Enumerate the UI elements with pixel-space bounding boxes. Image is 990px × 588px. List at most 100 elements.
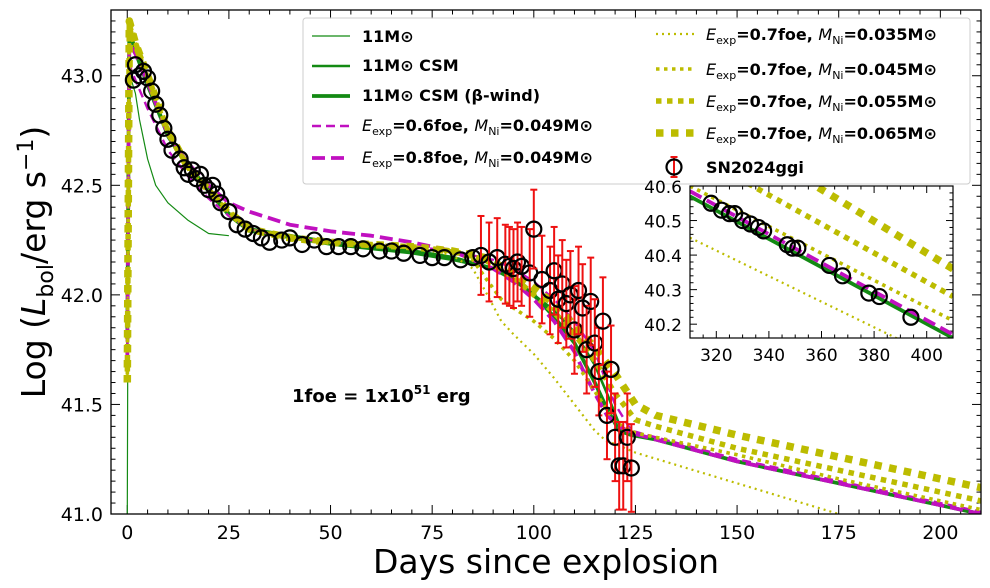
legend-label-11msun: 11M⊙ xyxy=(362,27,414,46)
error-bar xyxy=(526,228,534,318)
inset-series-olive-dot-4 xyxy=(808,186,953,273)
data-point xyxy=(423,249,441,267)
data-point xyxy=(342,238,360,256)
inset-data-point xyxy=(755,222,773,240)
data-point xyxy=(382,242,401,260)
inset-data-point xyxy=(720,205,739,223)
legend-label-11msun-csm-beta: 11M⊙ CSM (β-wind) xyxy=(362,86,540,105)
data-point xyxy=(130,67,149,85)
data-point xyxy=(208,185,226,203)
data-point xyxy=(204,176,222,194)
legend-label-sn2024ggi: SN2024ggi xyxy=(706,158,804,177)
data-point xyxy=(195,176,214,194)
error-bar xyxy=(538,234,546,325)
main-tick-labels: 0 25 50 75 100 125 150 175 200 41.0 41.5 42.0 42.5 43… xyxy=(61,66,959,544)
inset-x-tick-label: 380 xyxy=(858,346,890,366)
inset-y-tick-label: 40.5 xyxy=(644,213,682,233)
y-tick-label: 42.5 xyxy=(61,175,103,197)
series-eexp-0-7foe-mni-0-065m xyxy=(123,17,981,492)
series-eexp-0-7foe-mni-0-055m xyxy=(124,18,981,504)
data-point xyxy=(330,238,348,256)
data-point xyxy=(594,312,612,330)
x-tick-label: 200 xyxy=(922,522,958,544)
error-bar xyxy=(554,254,562,345)
data-point xyxy=(582,292,600,311)
data-point xyxy=(220,203,238,221)
x-tick-label: 75 xyxy=(420,522,444,544)
data-point xyxy=(228,216,246,234)
error-bar xyxy=(627,423,635,513)
inset-data-point xyxy=(820,256,838,275)
inset-x-tick-label: 320 xyxy=(700,346,732,366)
legend-sample-sn2024ggi xyxy=(665,156,683,178)
inset-data-point xyxy=(783,239,802,257)
data-point xyxy=(452,251,470,269)
inset-x-tick-label: 360 xyxy=(805,346,837,366)
error-bar xyxy=(477,214,485,296)
error-bar xyxy=(485,221,493,303)
y-tick-label: 41.5 xyxy=(61,394,103,416)
inset-x-tick-label: 340 xyxy=(753,346,785,366)
error-bar xyxy=(623,392,631,483)
inset-y-tick-label: 40.3 xyxy=(644,282,682,302)
x-tick-label: 0 xyxy=(121,522,133,544)
y-tick-label: 42.0 xyxy=(61,285,103,307)
legend-label-11msun-csm: 11M⊙ CSM xyxy=(362,56,459,75)
inset-data-point xyxy=(733,211,752,230)
data-point xyxy=(236,220,254,238)
legend-sample-circle xyxy=(665,158,683,176)
data-point xyxy=(435,249,453,267)
error-bar xyxy=(505,225,513,307)
data-point xyxy=(244,224,262,243)
data-point xyxy=(199,181,218,199)
inset-y-tick-label: 40.6 xyxy=(644,178,682,198)
data-point xyxy=(155,119,173,137)
inset-data-point xyxy=(833,267,852,285)
error-bar xyxy=(607,324,615,415)
data-point xyxy=(525,220,543,238)
legend-label-ni055: Eexp=0.7foe, MNi=0.055M⊙ xyxy=(706,92,937,114)
data-point xyxy=(411,246,429,265)
inset-y-tick-label: 40.4 xyxy=(644,247,682,267)
legend-label-e08: Eexp=0.8foe, MNi=0.049M⊙ xyxy=(362,148,593,170)
data-point xyxy=(147,95,165,113)
inset-data-point xyxy=(902,308,920,326)
inset-tick-labels: 320 340 360 380 400 40.2 40.3 40.4 40.5 40.6 xyxy=(644,178,943,366)
y-tick-label: 41.0 xyxy=(61,504,103,526)
y-tick-label: 43.0 xyxy=(61,66,103,88)
data-point xyxy=(354,240,372,258)
data-point xyxy=(622,459,640,477)
x-tick-label: 50 xyxy=(318,522,342,544)
legend-box xyxy=(302,17,971,185)
x-tick-label: 100 xyxy=(516,522,552,544)
x-tick-label: 150 xyxy=(719,522,755,544)
legend-label-ni065: Eexp=0.7foe, MNi=0.065M⊙ xyxy=(706,124,937,146)
inset-y-tick-label: 40.2 xyxy=(644,316,682,336)
data-point xyxy=(602,360,620,378)
data-point xyxy=(273,231,291,249)
inset-x-tick-label: 400 xyxy=(910,346,942,366)
energy-annotation: 1foe = 1x1051 erg xyxy=(292,383,471,407)
error-bar xyxy=(518,225,526,307)
data-point xyxy=(618,428,636,446)
error-bar xyxy=(514,221,522,303)
data-point xyxy=(260,233,279,251)
inset-observed-points xyxy=(702,194,920,326)
inset-data-point xyxy=(870,287,888,306)
x-tick-label: 125 xyxy=(617,522,653,544)
error-bar xyxy=(562,258,570,349)
main-axis-ticks xyxy=(111,9,982,515)
plot-frame xyxy=(110,9,982,515)
y-axis-title: Log (Lbol/erg s−1) xyxy=(14,126,59,399)
data-point xyxy=(179,165,197,183)
x-tick-label: 25 xyxy=(217,522,241,544)
data-point xyxy=(508,253,527,271)
error-bar xyxy=(591,298,599,388)
inset-frame xyxy=(689,185,954,339)
x-axis-title: Days since explosion xyxy=(373,542,719,581)
error-bar xyxy=(575,245,583,336)
data-point xyxy=(159,130,177,148)
legend: 11M⊙ 11M⊙ CSM 11M⊙ CSM (β-wind) Eexp=0.6… xyxy=(302,17,971,185)
data-point xyxy=(171,150,189,168)
